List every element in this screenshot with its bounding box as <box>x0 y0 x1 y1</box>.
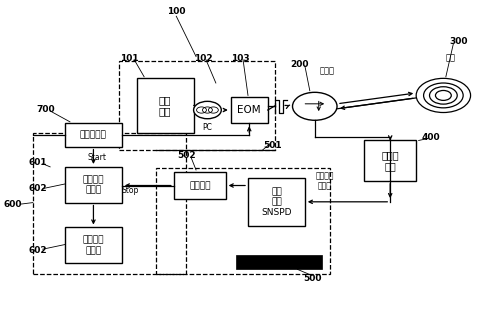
Bar <box>248 178 305 226</box>
Bar <box>236 256 322 269</box>
Text: 602: 602 <box>28 184 47 193</box>
Text: 光滤波
模块: 光滤波 模块 <box>381 150 399 172</box>
Text: 500: 500 <box>303 274 321 283</box>
Text: 602: 602 <box>28 246 47 255</box>
Text: 读出电路: 读出电路 <box>189 181 210 190</box>
Text: 激光
光源: 激光 光源 <box>159 95 172 116</box>
Text: 101: 101 <box>120 54 138 63</box>
Bar <box>65 167 122 202</box>
Text: Start: Start <box>87 153 106 162</box>
Bar <box>120 61 275 150</box>
Text: 200: 200 <box>291 60 309 69</box>
Text: 300: 300 <box>449 37 467 46</box>
Circle shape <box>193 101 221 119</box>
Bar <box>137 78 193 133</box>
Text: 100: 100 <box>167 7 186 16</box>
Text: 501: 501 <box>263 141 282 150</box>
Text: 冷却
系统
SNSPD: 冷却 系统 SNSPD <box>261 187 292 217</box>
Text: PC: PC <box>202 123 212 132</box>
Text: 时间间隔
分析仪: 时间间隔 分析仪 <box>83 175 104 194</box>
Bar <box>65 227 122 263</box>
Bar <box>65 123 122 147</box>
Circle shape <box>293 92 337 120</box>
Bar <box>231 97 268 123</box>
Text: 光纤: 光纤 <box>446 54 456 63</box>
Text: 601: 601 <box>28 158 47 167</box>
Text: 103: 103 <box>231 54 250 63</box>
Text: 数字信号
处理器: 数字信号 处理器 <box>83 236 104 255</box>
Text: 环形器: 环形器 <box>319 66 335 75</box>
Text: 700: 700 <box>36 105 55 114</box>
Text: 102: 102 <box>194 54 213 63</box>
Bar <box>33 133 186 274</box>
Text: 502: 502 <box>177 152 195 160</box>
Text: 布里渊散
射信号: 布里渊散 射信号 <box>315 171 334 191</box>
Text: 400: 400 <box>422 133 440 142</box>
Text: 600: 600 <box>4 200 22 209</box>
Bar <box>364 140 416 181</box>
Bar <box>157 168 330 274</box>
Text: 脉冲发生器: 脉冲发生器 <box>80 130 107 139</box>
Text: Stop: Stop <box>122 186 139 195</box>
Text: EOM: EOM <box>238 105 261 115</box>
Bar <box>174 172 226 199</box>
